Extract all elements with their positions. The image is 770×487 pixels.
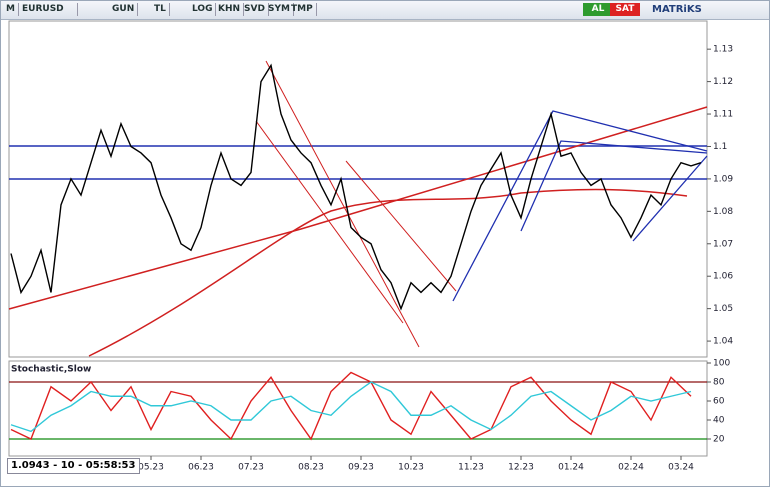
y-tick-label: 1.07 <box>713 239 733 249</box>
x-tick-label: 03.24 <box>668 463 694 473</box>
y-tick-label: 1.1 <box>713 142 727 152</box>
stoch-panel <box>8 360 708 457</box>
y-tick-label: 1.08 <box>713 207 733 217</box>
period-button[interactable]: GUN <box>109 3 139 16</box>
x-tick-label: 05.23 <box>138 463 164 473</box>
y-tick-label: 20 <box>713 435 725 445</box>
y-tick-label: 100 <box>713 359 730 369</box>
y-tick-label: 40 <box>713 416 725 426</box>
x-tick-label: 11.23 <box>458 463 484 473</box>
chart: Stochastic,Slow 1.04 1.05 1.06 1.07 1.08 1.09… <box>8 20 733 473</box>
tmp-button[interactable]: TMP <box>288 3 317 16</box>
channel-line <box>255 60 457 348</box>
y-tick-label: 1.09 <box>713 174 733 184</box>
x-tick-label: 09.23 <box>348 463 374 473</box>
toolbar: M EURUSD GUN TL LOG KHN SVD SYM TMP AL S… <box>1 1 769 20</box>
moving-average <box>88 188 688 357</box>
x-tick-label: 06.23 <box>188 463 214 473</box>
svd-button[interactable]: SVD <box>241 3 269 16</box>
y-tick-label: 1.12 <box>713 77 733 87</box>
series-line <box>10 381 692 433</box>
x-tick-label: 12.23 <box>508 463 534 473</box>
brand: MATRiKS <box>652 4 702 15</box>
sym-button[interactable]: SYM <box>265 3 294 16</box>
panel-title: Stochastic,Slow <box>11 365 91 375</box>
trend-line <box>8 106 708 310</box>
currency-button[interactable]: TL <box>151 3 170 16</box>
series-line <box>10 63 702 311</box>
y-tick-label: 1.11 <box>713 110 733 120</box>
log-button[interactable]: LOG <box>189 3 217 16</box>
series-line <box>10 371 692 441</box>
x-tick-label: 01.24 <box>558 463 584 473</box>
y-tick-label: 1.06 <box>713 272 733 282</box>
y-tick-label: 1.13 <box>713 45 733 55</box>
y-tick-label: 60 <box>713 397 725 407</box>
x-tick-label: 10.23 <box>398 463 424 473</box>
y-tick-label: 80 <box>713 378 725 388</box>
x-tick-label: 02.24 <box>618 463 644 473</box>
y-tick-label: 1.05 <box>713 304 733 314</box>
symbol-field[interactable]: EURUSD <box>19 3 78 16</box>
y-tick-label: 1.04 <box>713 337 733 347</box>
x-tick-label: 08.23 <box>298 463 324 473</box>
menu-button[interactable]: M <box>3 3 19 16</box>
buy-button[interactable]: AL <box>583 3 613 16</box>
x-tick-label: 07.23 <box>238 463 264 473</box>
status-field: 1.0943 - 10 - 05:58:53 <box>7 458 140 474</box>
sell-button[interactable]: SAT <box>610 3 640 16</box>
price-panel <box>8 20 708 358</box>
khn-button[interactable]: KHN <box>215 3 245 16</box>
channel-line <box>452 110 708 302</box>
